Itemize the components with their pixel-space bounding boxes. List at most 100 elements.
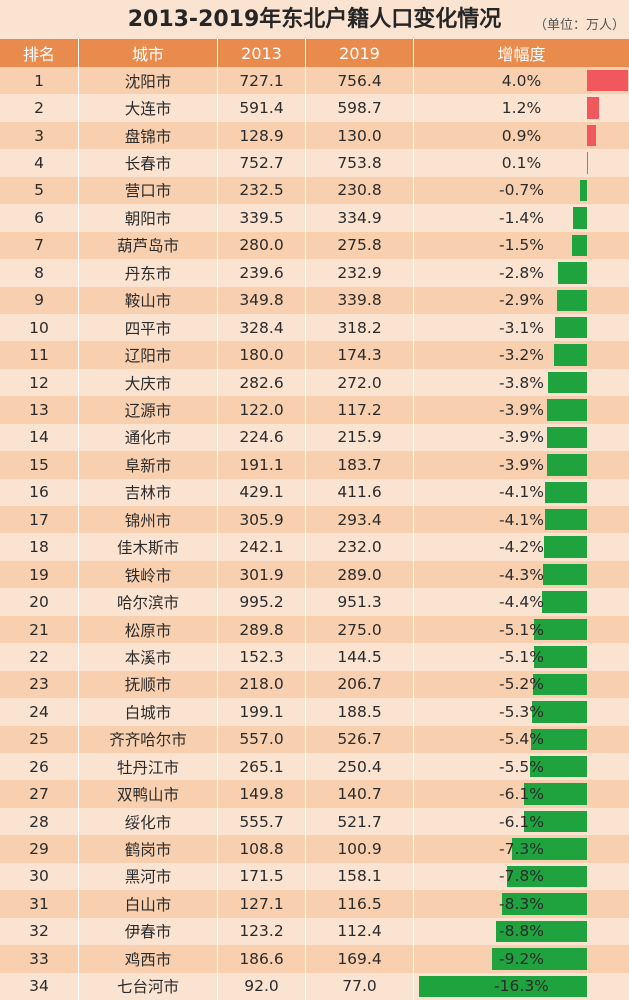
table-row: 29 鹤岗市 108.8 100.9 -7.3% (0, 835, 629, 863)
population-2013-cell: 289.8 (218, 615, 306, 644)
change-label: 0.1% (501, 154, 542, 173)
city-cell: 丹东市 (79, 259, 218, 287)
table-row: 17 锦州市 305.9 293.4 -4.1% (0, 506, 629, 534)
rank-cell: 29 (0, 835, 79, 863)
rank-cell: 22 (0, 643, 79, 671)
population-2019-cell: 598.7 (306, 94, 414, 122)
change-label: -6.1% (499, 812, 544, 831)
change-label: -9.2% (499, 949, 544, 968)
population-2013-cell: 152.3 (218, 643, 306, 671)
city-cell: 营口市 (79, 176, 218, 205)
column-header-2019: 2019 (306, 39, 414, 67)
negative-change-bar (532, 701, 587, 723)
rank-cell: 21 (0, 615, 79, 644)
population-2013-cell: 128.9 (218, 121, 306, 150)
city-cell: 辽源市 (79, 396, 218, 424)
population-2019-cell: 232.0 (306, 533, 414, 561)
table-row: 27 双鸭山市 149.8 140.7 -6.1% (0, 780, 629, 808)
negative-change-bar (506, 865, 587, 888)
population-2019-cell: 215.9 (306, 423, 414, 452)
change-label: -5.2% (499, 675, 544, 694)
population-2019-cell: 183.7 (306, 451, 414, 479)
population-2019-cell: 112.4 (306, 917, 414, 946)
table-row: 6 朝阳市 339.5 334.9 -1.4% (0, 204, 629, 232)
negative-change-bar (544, 481, 587, 504)
table-row: 23 抚顺市 218.0 206.7 -5.2% (0, 670, 629, 699)
rank-cell: 2 (0, 94, 79, 122)
negative-change-bar (492, 948, 587, 970)
negative-change-bar (572, 207, 587, 229)
change-cell: -4.4% (414, 588, 629, 615)
negative-change-bar (534, 618, 587, 641)
change-label: -3.1% (499, 318, 544, 337)
table-row: 11 辽阳市 180.0 174.3 -3.2% (0, 341, 629, 369)
population-2013-cell: 995.2 (218, 588, 306, 616)
change-cell: -5.1% (414, 643, 629, 670)
change-cell: -1.4% (414, 204, 629, 231)
change-cell: -7.8% (414, 863, 629, 890)
rank-cell: 19 (0, 560, 79, 589)
population-2013-cell: 127.1 (218, 890, 306, 918)
change-label: -3.9% (499, 400, 544, 419)
city-cell: 盘锦市 (79, 121, 218, 150)
change-label: -3.2% (499, 346, 544, 365)
rank-cell: 18 (0, 533, 79, 561)
city-cell: 齐齐哈尔市 (79, 725, 218, 753)
negative-change-bar (546, 399, 587, 421)
city-cell: 辽阳市 (79, 341, 218, 369)
rank-cell: 17 (0, 506, 79, 534)
change-cell: -4.2% (414, 533, 629, 560)
city-cell: 锦州市 (79, 506, 218, 534)
negative-change-bar (496, 920, 587, 943)
table-row: 22 本溪市 152.3 144.5 -5.1% (0, 643, 629, 671)
table-row: 15 阜新市 191.1 183.7 -3.9% (0, 451, 629, 479)
rank-cell: 33 (0, 945, 79, 973)
city-cell: 牡丹江市 (79, 753, 218, 781)
population-2019-cell: 232.9 (306, 259, 414, 287)
table-row: 24 白城市 199.1 188.5 -5.3% (0, 698, 629, 726)
population-2013-cell: 305.9 (218, 506, 306, 534)
rank-cell: 1 (0, 67, 79, 95)
city-cell: 长春市 (79, 149, 218, 177)
table-row: 4 长春市 752.7 753.8 0.1% (0, 149, 629, 177)
population-2013-cell: 239.6 (218, 259, 306, 287)
population-2019-cell: 116.5 (306, 890, 414, 918)
negative-change-bar (533, 673, 587, 696)
change-label: -16.3% (494, 977, 549, 996)
negative-change-bar (534, 646, 587, 668)
population-2013-cell: 339.5 (218, 204, 306, 232)
change-cell: 4.0% (414, 67, 629, 94)
table-row: 16 吉林市 429.1 411.6 -4.1% (0, 478, 629, 507)
change-label: 1.2% (501, 99, 542, 118)
population-2019-cell: 318.2 (306, 313, 414, 342)
table-row: 2 大连市 591.4 598.7 1.2% (0, 94, 629, 122)
table-row: 7 葫芦岛市 280.0 275.8 -1.5% (0, 231, 629, 260)
population-2013-cell: 191.1 (218, 451, 306, 479)
negative-change-bar (542, 563, 587, 586)
negative-change-bar (419, 975, 587, 997)
city-cell: 佳木斯市 (79, 533, 218, 561)
rank-cell: 23 (0, 670, 79, 699)
city-cell: 鸡西市 (79, 945, 218, 973)
change-cell: -5.2% (414, 671, 629, 698)
rank-cell: 5 (0, 176, 79, 205)
table-row: 5 营口市 232.5 230.8 -0.7% (0, 176, 629, 205)
change-label: -2.8% (499, 263, 544, 282)
city-cell: 鹤岗市 (79, 835, 218, 863)
population-2019-cell: 526.7 (306, 725, 414, 753)
city-cell: 双鸭山市 (79, 780, 218, 808)
change-label: 4.0% (501, 71, 542, 90)
negative-change-bar (501, 893, 587, 915)
change-cell: -9.2% (414, 945, 629, 972)
population-2013-cell: 265.1 (218, 753, 306, 781)
change-label: -3.9% (499, 455, 544, 474)
negative-change-bar (571, 234, 587, 257)
table-row: 20 哈尔滨市 995.2 951.3 -4.4% (0, 588, 629, 616)
city-cell: 大连市 (79, 94, 218, 122)
column-header-2013: 2013 (218, 39, 306, 67)
rank-cell: 3 (0, 121, 79, 150)
population-2019-cell: 100.9 (306, 835, 414, 863)
negative-change-bar (530, 756, 587, 778)
column-header-rank: 排名 (0, 39, 79, 67)
table-row: 32 伊春市 123.2 112.4 -8.8% (0, 917, 629, 946)
